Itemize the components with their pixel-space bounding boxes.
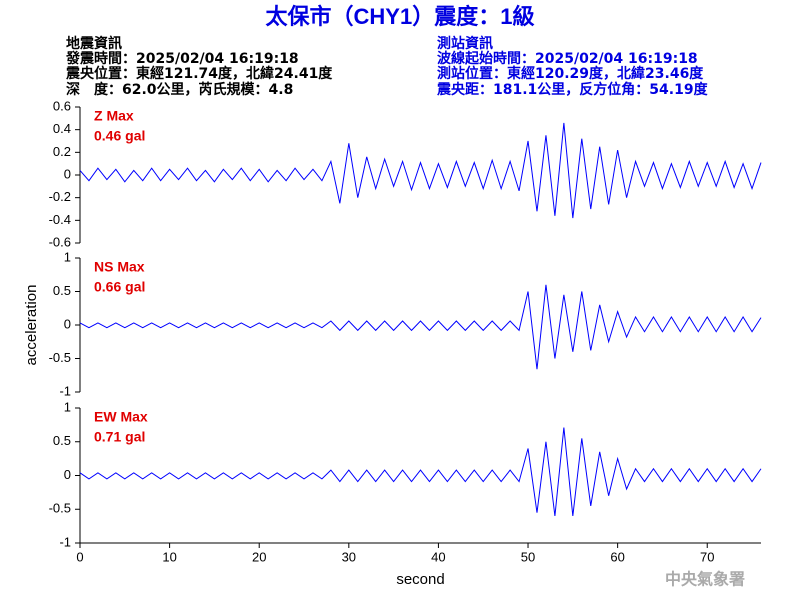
y-tick-label: -0.5 (49, 350, 71, 365)
x-tick-label: 70 (700, 549, 714, 564)
x-tick-label: 40 (431, 549, 445, 564)
y-tick-label: 0.5 (53, 283, 71, 298)
y-tick-label: -1 (59, 383, 71, 398)
info-left: 發震時間：2025/02/04 16:19:18 (65, 50, 299, 67)
x-tick-label: 20 (252, 549, 266, 564)
info-right: 波線起始時間：2025/02/04 16:19:18 (437, 50, 698, 67)
waveform (79, 122, 762, 219)
max-annotation: 0.66 gal (94, 279, 145, 295)
y-tick-label: 1 (64, 399, 71, 414)
y-tick-label: -0.4 (49, 212, 71, 227)
y-tick-label: 0 (64, 316, 71, 331)
y-tick-label: 0 (64, 467, 71, 482)
y-axis-label: acceleration (23, 285, 40, 366)
x-tick-label: 0 (76, 549, 83, 564)
y-tick-label: 0.5 (53, 433, 71, 448)
watermark: 中央氣象署 (665, 570, 745, 589)
x-tick-label: 50 (521, 549, 535, 564)
y-tick-label: -0.6 (49, 234, 71, 249)
y-tick-label: -0.2 (49, 189, 71, 204)
title: 太保市（CHY1）震度：1級 (266, 4, 535, 29)
x-tick-label: 10 (162, 549, 176, 564)
info-right: 測站位置：東經120.29度，北緯23.46度 (437, 65, 704, 82)
info-right: 測站資訊 (437, 35, 493, 52)
max-annotation: 0.46 gal (94, 128, 145, 144)
info-left: 地震資訊 (66, 35, 122, 52)
y-tick-label: 0.2 (53, 144, 71, 159)
y-tick-label: 1 (64, 249, 71, 264)
x-tick-label: 60 (610, 549, 624, 564)
x-tick-label: 30 (342, 549, 356, 564)
info-left: 深 度：62.0公里，芮氏規模：4.8 (66, 81, 293, 98)
waveform (79, 427, 762, 517)
x-axis-label: second (396, 571, 444, 588)
y-tick-label: -0.5 (49, 501, 71, 516)
info-right: 震央距：181.1公里，反方位角：54.19度 (436, 81, 709, 98)
y-tick-label: -1 (59, 534, 71, 549)
max-annotation: 0.71 gal (94, 429, 145, 445)
y-tick-label: 0.4 (53, 121, 71, 136)
max-annotation: NS Max (94, 259, 145, 275)
y-tick-label: 0.6 (53, 98, 71, 113)
max-annotation: Z Max (94, 108, 134, 124)
waveform (79, 284, 762, 370)
max-annotation: EW Max (94, 409, 148, 425)
info-left: 震央位置：東經121.74度，北緯24.41度 (65, 65, 333, 82)
y-tick-label: 0 (64, 166, 71, 181)
